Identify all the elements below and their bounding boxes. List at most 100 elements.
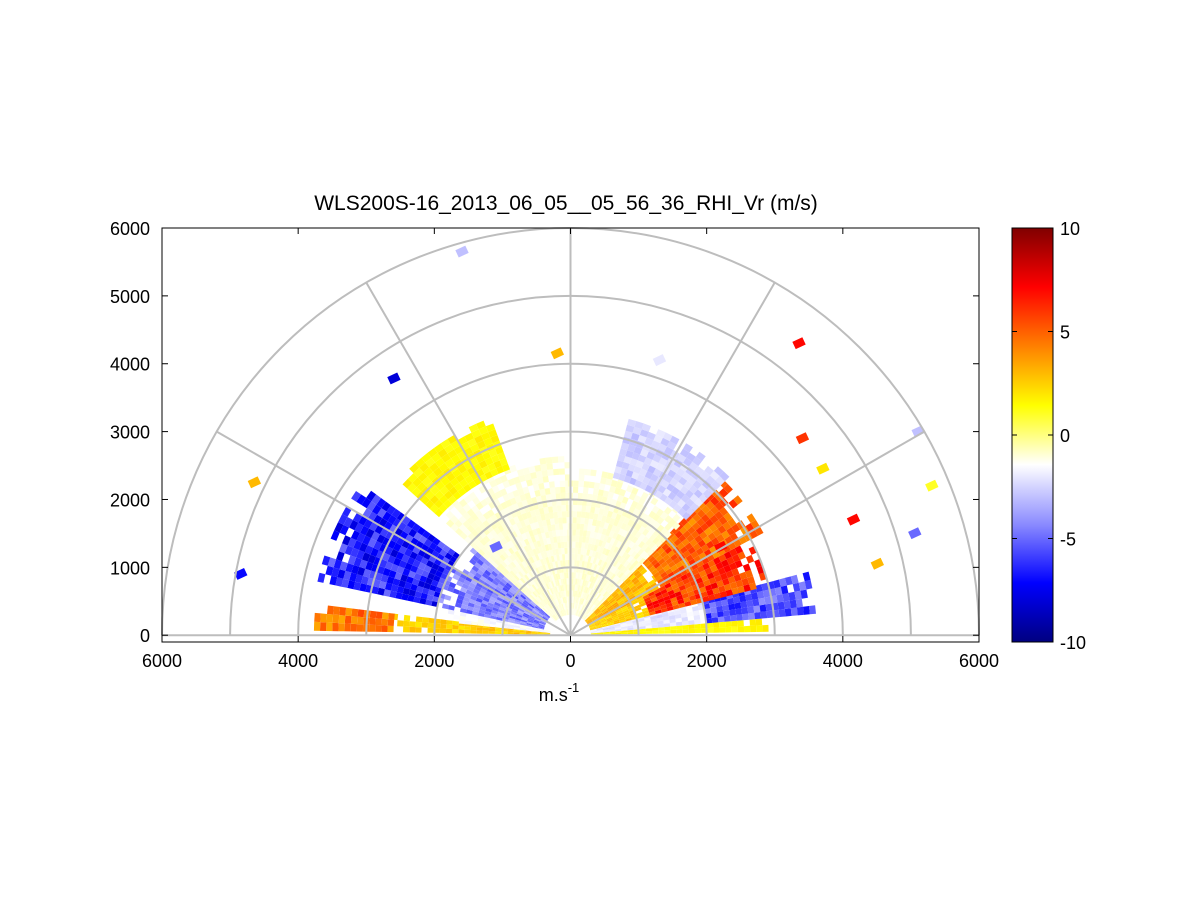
velocity-bin [480, 498, 489, 507]
colorbar-tick-label: -10 [1060, 633, 1086, 653]
velocity-bin [599, 546, 605, 554]
velocity-bin [621, 551, 628, 559]
velocity-bin [746, 513, 756, 523]
velocity-bin [564, 590, 567, 597]
velocity-bin [551, 543, 556, 550]
velocity-bin [498, 609, 505, 614]
velocity-bin [471, 429, 482, 439]
x-tick-label: 6000 [959, 651, 999, 671]
velocity-bin [587, 493, 593, 501]
velocity-bin [376, 498, 386, 509]
velocity-bin [700, 470, 710, 480]
velocity-bin [717, 616, 725, 623]
velocity-bin [638, 565, 645, 573]
velocity-bin [471, 614, 479, 619]
velocity-bin [458, 625, 465, 630]
velocity-bin [778, 609, 786, 617]
velocity-bin [552, 600, 557, 607]
velocity-bin [601, 608, 608, 614]
velocity-bin [496, 465, 505, 474]
velocity-bin [633, 552, 641, 560]
velocity-bin [419, 597, 427, 605]
velocity-bin [650, 497, 659, 506]
velocity-bin [586, 609, 592, 615]
velocity-bin [350, 616, 358, 625]
velocity-bin [562, 554, 566, 561]
velocity-bin [615, 481, 623, 489]
velocity-bin [540, 494, 547, 502]
velocity-bin [560, 560, 564, 567]
velocity-bin [625, 539, 632, 547]
velocity-bin [590, 629, 597, 632]
velocity-bin [674, 613, 682, 619]
velocity-bin [630, 550, 638, 558]
velocity-bin [429, 495, 439, 505]
velocity-bin [350, 530, 360, 541]
velocity-bin [576, 609, 580, 616]
velocity-bin [609, 629, 616, 632]
velocity-bin [391, 508, 401, 519]
velocity-bin [546, 550, 551, 557]
velocity-bin [764, 596, 772, 605]
velocity-bin [505, 592, 513, 599]
velocity-bin [643, 596, 651, 603]
velocity-bin [587, 620, 593, 625]
velocity-bin [578, 610, 582, 617]
velocity-bin [604, 592, 610, 598]
velocity-bin [667, 550, 676, 558]
velocity-bin [549, 549, 554, 557]
velocity-bin [766, 610, 774, 619]
velocity-bin [431, 562, 440, 571]
velocity-bin [545, 457, 553, 464]
velocity-bin [760, 611, 768, 619]
velocity-bin [515, 482, 523, 490]
velocity-bin [369, 617, 376, 625]
velocity-bin [638, 620, 646, 625]
velocity-bin [556, 536, 561, 543]
velocity-bin [468, 480, 477, 489]
velocity-bin [611, 614, 618, 619]
velocity-bin [804, 579, 813, 590]
velocity-bin [673, 587, 681, 594]
velocity-bin [589, 626, 596, 629]
velocity-bin [540, 513, 546, 521]
velocity-bin [458, 629, 465, 634]
velocity-bin [580, 517, 585, 525]
velocity-bin [629, 574, 636, 581]
velocity-bin [670, 626, 677, 630]
y-tick-label: 3000 [110, 423, 150, 443]
velocity-bin [474, 585, 482, 592]
velocity-bin [576, 597, 580, 604]
velocity-bin [501, 544, 509, 552]
velocity-bin [552, 615, 557, 621]
velocity-bin [706, 622, 714, 629]
velocity-bin [516, 613, 523, 618]
velocity-bin [655, 462, 665, 472]
velocity-bin [745, 593, 753, 602]
velocity-bin [637, 575, 645, 582]
velocity-bin [498, 580, 506, 587]
velocity-bin [411, 487, 422, 497]
velocity-bin [529, 585, 536, 592]
velocity-point [234, 567, 248, 580]
velocity-bin [612, 616, 619, 620]
velocity-bin [621, 632, 628, 635]
velocity-bin [662, 574, 670, 582]
velocity-bin [682, 624, 689, 630]
velocity-bin [694, 498, 704, 508]
velocity-bin [466, 605, 474, 611]
velocity-bin [620, 622, 627, 626]
velocity-bin [713, 466, 724, 476]
velocity-bin [413, 572, 422, 581]
velocity-bin [645, 538, 653, 547]
velocity-bin [606, 570, 612, 578]
velocity-bin [464, 475, 474, 484]
y-tick-label: 1000 [110, 558, 150, 578]
velocity-bin [550, 608, 555, 615]
velocity-bin [459, 611, 467, 617]
velocity-bin [777, 601, 785, 610]
velocity-bin [528, 615, 535, 620]
velocity-bin [617, 612, 624, 617]
velocity-bin [429, 504, 439, 514]
velocity-bin [459, 532, 468, 540]
